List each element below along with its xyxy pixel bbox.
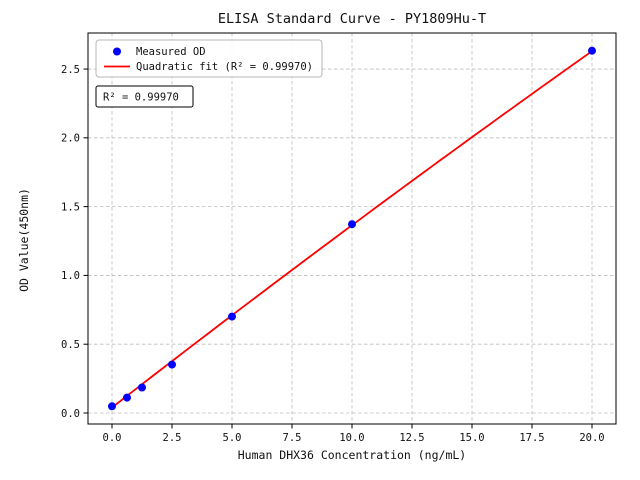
y-tick-label: 1.5 [61, 201, 80, 213]
y-tick-label: 2.5 [61, 64, 80, 76]
legend-label-quadratic-fit: Quadratic fit (R² = 0.99970) [136, 61, 313, 73]
legend-marker-measured-od-icon [113, 47, 121, 56]
axes-frame [87, 32, 617, 425]
measured-od-data-point [123, 393, 131, 402]
measured-od-data-point [108, 402, 116, 411]
measured-od-data-point [138, 383, 146, 392]
x-tick-label: 7.5 [283, 432, 302, 444]
measured-od-data-point [228, 312, 236, 321]
x-tick-label: 10.0 [339, 432, 364, 444]
y-tick-label: 0.0 [61, 408, 80, 420]
data-layer [108, 46, 596, 411]
r-squared-annotation-box [95, 85, 194, 108]
y-tick-label: 0.5 [61, 339, 80, 351]
x-tick-label: 15.0 [459, 432, 484, 444]
x-tick-label: 17.5 [519, 432, 544, 444]
x-tick-label: 12.5 [399, 432, 424, 444]
legend-label-measured-od: Measured OD [136, 46, 206, 58]
measured-od-data-point [588, 46, 596, 55]
chart-title: ELISA Standard Curve - PY1809Hu-T [218, 11, 486, 27]
legend: Measured OD Quadratic fit (R² = 0.99970) [95, 39, 323, 78]
grid-layer [88, 33, 616, 424]
y-axis-label: OD Value(450nm) [17, 188, 31, 292]
x-tick-label: 0.0 [103, 432, 122, 444]
measured-od-data-point [168, 360, 176, 369]
r-squared-annotation: R² = 0.99970 [95, 85, 194, 108]
y-tick-label: 2.0 [61, 133, 80, 145]
r-squared-annotation-text: R² = 0.99970 [103, 92, 179, 104]
x-axis-label: Human DHX36 Concentration (ng/mL) [238, 448, 466, 462]
legend-box [95, 39, 323, 78]
x-tick-label: 5.0 [223, 432, 242, 444]
measured-od-data-point [348, 220, 356, 229]
tick-layer: 0.0 2.5 5.0 7.5 10.0 12.5 15.0 17.5 20.0 0.0 0.5 1.… [61, 64, 605, 444]
x-tick-label: 2.5 [163, 432, 182, 444]
x-tick-label: 20.0 [579, 432, 604, 444]
y-tick-label: 1.0 [61, 270, 80, 282]
